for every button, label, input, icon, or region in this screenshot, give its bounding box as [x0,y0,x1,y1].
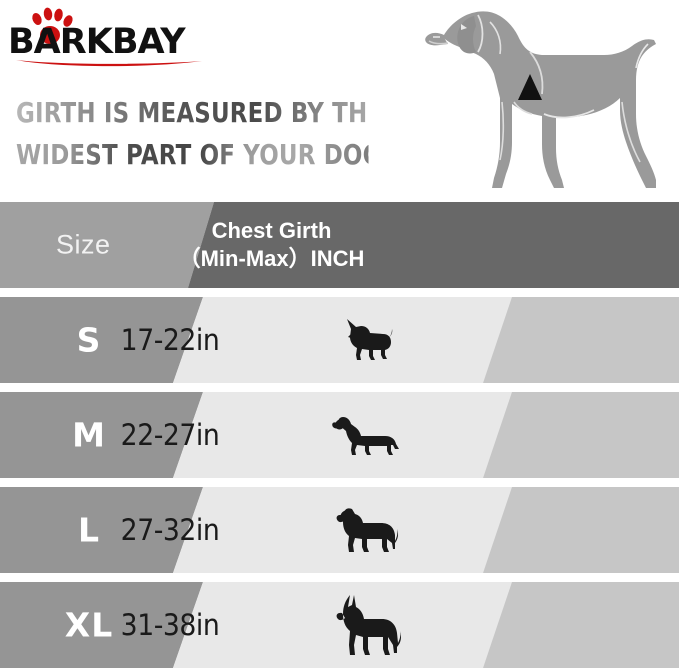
header-girth-line-1: Chest Girth [211,218,332,243]
girth-cell [173,487,513,573]
header-label-girth: Chest Girth （Min-Max）INCH [60,217,483,273]
girth-cell [173,297,513,383]
headline-line-1: GIRTH IS MEASURED BY THE [16,92,383,134]
table-row: M 22-27in [0,392,679,478]
girth-label: 31-38in [120,608,220,642]
table-row: S 17-22in [0,297,679,383]
size-label: S [76,320,102,360]
dog-side-profile-illustration [418,2,679,198]
dog-icon-cell [483,297,679,383]
header-cell-size [0,202,214,288]
mastiff-silhouette-icon [331,505,401,555]
paw-print-icon [26,6,78,46]
girth-label: 17-22in [120,323,220,357]
great-dane-silhouette-icon [328,593,404,657]
chihuahua-silhouette-icon [335,317,397,363]
headline-line-2: WIDEST PART OF YOUR DOG'S CHEST. [16,134,504,176]
dog-icon-cell [483,487,679,573]
page-headline: GIRTH IS MEASURED BY THE WIDEST PART OF … [16,92,504,176]
size-chart-table: Size Chest Girth （Min-Max）INCH S 17-22in… [0,202,679,668]
table-row: XL 31-38in [0,582,679,668]
brand-logo: BARKBAY [8,6,258,68]
dachshund-silhouette-icon [329,413,403,457]
girth-label: 22-27in [120,418,220,452]
chest-girth-arrow-marker [518,74,542,100]
size-label: L [77,510,101,550]
header-girth-line-2: （Min-Max）INCH [178,246,365,271]
brand-name: BARKBAY [8,22,186,62]
dog-icon-cell [483,582,679,668]
header-cell-girth [188,202,679,288]
brand-underline-swoosh [14,59,204,69]
size-cell [0,487,203,573]
girth-cell [173,392,513,478]
dog-icon-cell [483,392,679,478]
size-cell [0,392,203,478]
size-label: M [72,415,106,455]
girth-label: 27-32in [120,513,220,547]
table-row: L 27-32in [0,487,679,573]
header-label-size: Size [56,229,111,260]
size-cell [0,297,203,383]
table-header-row: Size Chest Girth （Min-Max）INCH [0,202,679,288]
